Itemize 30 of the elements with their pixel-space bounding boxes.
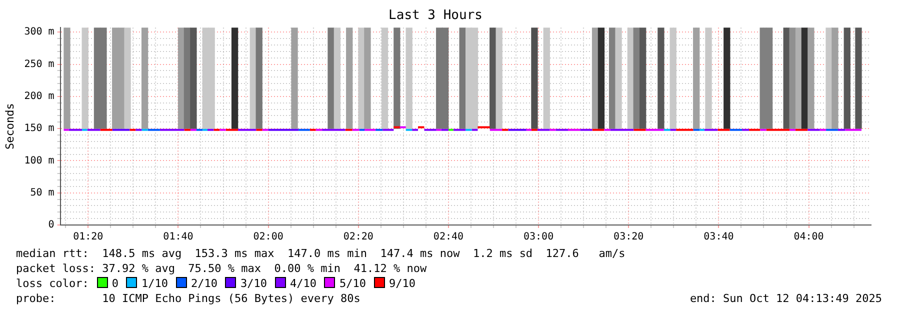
- legend-title: loss color:: [16, 277, 89, 290]
- x-tick-label: 01:20: [73, 232, 104, 243]
- legend-label: 1/10: [141, 277, 168, 290]
- x-tick-label: 03:00: [523, 232, 554, 243]
- y-tick-label: 100 m: [24, 155, 54, 166]
- x-tick-label: 02:40: [433, 232, 464, 243]
- y-tick-label: 250 m: [24, 58, 54, 70]
- x-tick-label: 01:40: [163, 232, 194, 243]
- x-tick-label: 02:00: [253, 232, 284, 243]
- chart-title: Last 3 Hours: [388, 8, 482, 24]
- text: packet loss: 37.92 % avg 75.50 % max 0.00 % min 41.12 % now: [16, 261, 428, 276]
- y-tick-label: 150 m: [24, 123, 54, 134]
- y-tick-label: 0: [48, 220, 54, 231]
- y-axis-title: Seconds: [3, 103, 16, 150]
- text: probe: 10 ICMP Echo Pings (56 Bytes) every 80s: [16, 292, 360, 305]
- legend-label: 5/10: [339, 277, 366, 290]
- legend-label: 3/10: [240, 277, 267, 290]
- legend-label: 2/10: [190, 277, 218, 290]
- text: end: Sun Oct 12 04:13:49 2025: [690, 291, 882, 306]
- legend-label: 9/10: [388, 277, 416, 290]
- y-tick-label: 300 m: [24, 26, 54, 38]
- x-tick-label: 03:40: [704, 232, 734, 243]
- y-tick-label: 50 m: [30, 187, 54, 198]
- x-tick-label: 04:00: [794, 232, 824, 243]
- text: median rtt: 148.5 ms avg 153.3 ms max 147.0 ms min 147.4 ms now 1.2 ms sd 127.6 am/s: [16, 246, 626, 261]
- y-tick-label: 200 m: [24, 90, 54, 102]
- legend-label: 0: [112, 277, 118, 290]
- x-tick-label: 02:20: [343, 232, 374, 243]
- legend-label: 4/10: [290, 277, 316, 290]
- x-tick-label: 03:20: [614, 232, 644, 243]
